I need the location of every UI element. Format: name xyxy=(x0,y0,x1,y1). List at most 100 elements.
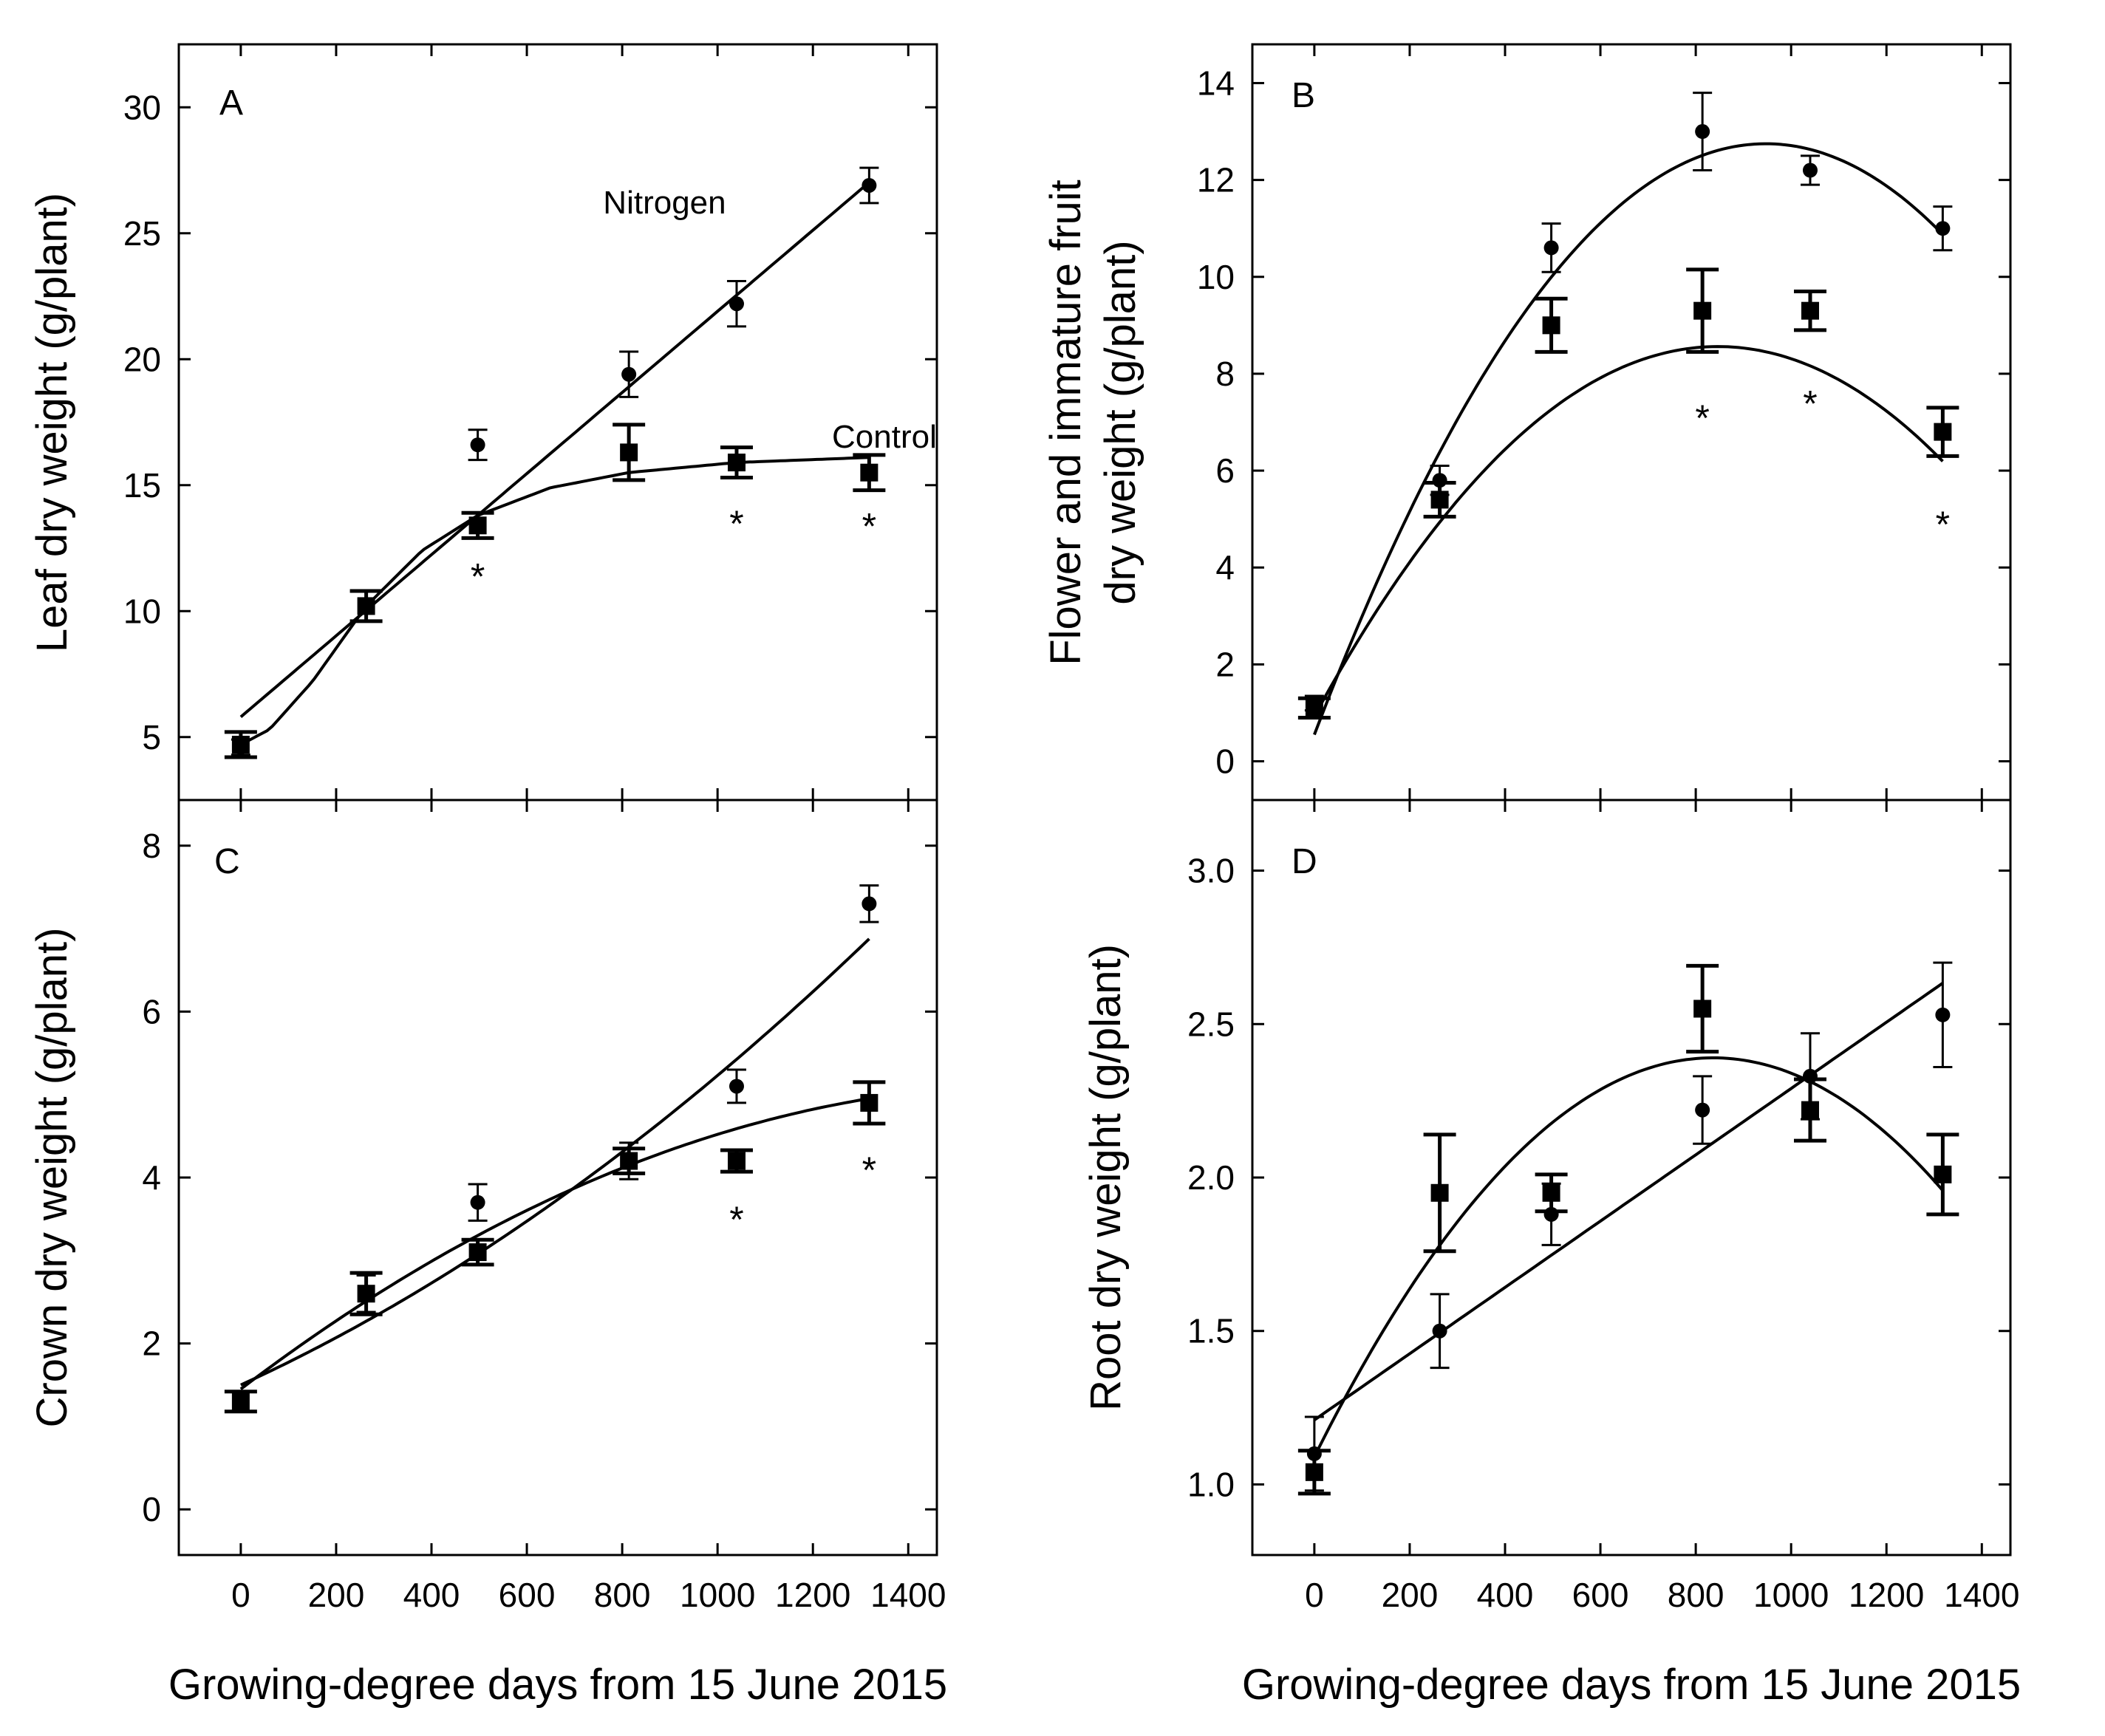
data-point-nitrogen xyxy=(1695,1102,1710,1118)
data-point-control xyxy=(231,1392,250,1411)
data-point-nitrogen xyxy=(862,896,877,912)
y-tick-label: 20 xyxy=(123,340,161,378)
panel-c-error-bars xyxy=(224,884,886,1414)
fit-line-control xyxy=(239,1097,870,1390)
panel-c-y-axis-title: Crown dry weight (g/plant) xyxy=(28,928,76,1428)
data-point-nitrogen xyxy=(1543,240,1559,256)
x-tick-label: 200 xyxy=(1382,1576,1439,1614)
y-tick-label: 1.0 xyxy=(1187,1465,1235,1503)
x-tick-label: 1400 xyxy=(1944,1576,2019,1614)
panel-d-fit-lines xyxy=(1313,982,1944,1458)
significance-star: * xyxy=(862,505,876,547)
panel-d-letter: D xyxy=(1292,842,1317,881)
x-tick-label: 0 xyxy=(1305,1576,1324,1614)
x-tick-label: 1400 xyxy=(870,1576,946,1614)
y-tick-label: 12 xyxy=(1197,161,1235,199)
panel-d-y-axis-title: Root dry weight (g/plant) xyxy=(1082,944,1130,1411)
panel-d-x-ticks: 0 200 400 600 800 1000 1200 1400 xyxy=(1305,800,2019,1614)
panel-b-frame xyxy=(1251,43,2012,802)
data-point-nitrogen xyxy=(1695,124,1710,140)
y-tick-label: 1.5 xyxy=(1187,1312,1235,1350)
panel-c-frame xyxy=(177,799,938,1556)
y-tick-label: 2.0 xyxy=(1187,1158,1235,1197)
panel-c-fit-lines xyxy=(239,937,870,1390)
data-point-nitrogen xyxy=(1543,1206,1559,1222)
data-point-control xyxy=(860,1093,878,1112)
y-tick-label: 2.5 xyxy=(1187,1005,1235,1043)
data-point-control xyxy=(1693,301,1712,320)
y-tick-label: 0 xyxy=(142,1490,161,1528)
data-point-control xyxy=(1430,1183,1449,1202)
data-point-control xyxy=(1934,1165,1952,1183)
fit-line-nitrogen xyxy=(240,937,870,1387)
x-tick-label: 400 xyxy=(1477,1576,1534,1614)
data-point-nitrogen xyxy=(729,1079,744,1094)
y-tick-label: 2 xyxy=(142,1325,161,1363)
data-point-control xyxy=(1430,491,1449,509)
data-point-nitrogen xyxy=(1935,221,1951,236)
x-tick-label: 0 xyxy=(231,1576,250,1614)
x-tick-label: 600 xyxy=(1572,1576,1629,1614)
panel-b-y-axis-title-line-1: Flower and immature fruit xyxy=(1042,180,1090,666)
fit-line-control xyxy=(1313,345,1944,717)
data-point-control xyxy=(1305,699,1323,717)
panel-c-significance-marks: ** xyxy=(729,1149,876,1240)
panel-a: 5 10 15 20 25 30 * * * Nitrogen Control A Leaf d… xyxy=(28,43,938,802)
x-tick-label: 800 xyxy=(594,1576,651,1614)
data-point-control xyxy=(1542,316,1560,335)
panel-b-y-axis-title-line-2: dry weight (g/plant) xyxy=(1096,240,1144,604)
data-point-control xyxy=(860,463,878,482)
panel-d-error-bars xyxy=(1297,961,1959,1496)
significance-star: * xyxy=(729,503,743,544)
panel-d-y-ticks: 1.0 1.5 2.0 2.5 3.0 xyxy=(1187,852,2010,1503)
data-point-nitrogen xyxy=(862,177,877,193)
data-point-control xyxy=(620,1152,638,1170)
data-point-control xyxy=(231,735,250,753)
y-tick-label: 30 xyxy=(123,88,161,126)
y-tick-label: 15 xyxy=(123,466,161,505)
data-point-nitrogen xyxy=(470,1195,485,1210)
y-tick-label: 8 xyxy=(1215,355,1235,393)
data-point-control xyxy=(468,516,487,535)
x-tick-label: 800 xyxy=(1668,1576,1724,1614)
y-tick-label: 4 xyxy=(1215,548,1235,587)
y-tick-label: 4 xyxy=(142,1158,161,1197)
panel-a-data-markers xyxy=(231,177,878,755)
data-point-nitrogen xyxy=(1802,1068,1818,1084)
x-tick-label: 600 xyxy=(499,1576,556,1614)
panel-c-data-markers xyxy=(231,896,878,1411)
data-point-control xyxy=(1693,999,1712,1018)
data-point-control xyxy=(727,454,746,472)
series-annotation-control: Control xyxy=(832,419,937,455)
data-point-control xyxy=(620,443,638,462)
significance-star: * xyxy=(1803,383,1817,424)
data-point-nitrogen xyxy=(1935,1007,1951,1022)
series-annotation-nitrogen: Nitrogen xyxy=(603,185,726,221)
y-tick-label: 3.0 xyxy=(1187,852,1235,890)
panel-a-y-axis-title: Leaf dry weight (g/plant) xyxy=(28,193,76,652)
x-tick-label: 1000 xyxy=(1753,1576,1829,1614)
data-point-nitrogen xyxy=(1802,163,1818,178)
data-point-nitrogen xyxy=(1432,473,1447,488)
panel-d-data-markers xyxy=(1305,999,1952,1481)
y-tick-label: 6 xyxy=(1215,451,1235,490)
data-point-control xyxy=(1542,1183,1560,1202)
panel-d-x-axis-title: Growing-degree days from 15 June 2015 xyxy=(1242,1661,2021,1709)
fit-line-control xyxy=(1313,1056,1944,1458)
fit-line-nitrogen xyxy=(1313,982,1944,1421)
panel-a-error-bars xyxy=(224,166,886,759)
panel-b-fit-lines xyxy=(1313,142,1944,736)
y-tick-label: 10 xyxy=(123,592,161,630)
y-tick-label: 0 xyxy=(1215,742,1235,781)
significance-star: * xyxy=(729,1199,743,1240)
panel-b: 0 2 4 6 8 10 12 14 * * * B Flower and immature fr… xyxy=(1042,43,2012,802)
panel-b-data-markers xyxy=(1305,124,1952,717)
panel-c-x-axis-title: Growing-degree days from 15 June 2015 xyxy=(168,1661,947,1709)
significance-star: * xyxy=(1695,397,1709,439)
panel-b-significance-marks: * * * xyxy=(1695,383,1950,545)
data-point-nitrogen xyxy=(729,296,744,312)
data-point-control xyxy=(1801,301,1819,320)
panel-b-letter: B xyxy=(1292,76,1315,115)
